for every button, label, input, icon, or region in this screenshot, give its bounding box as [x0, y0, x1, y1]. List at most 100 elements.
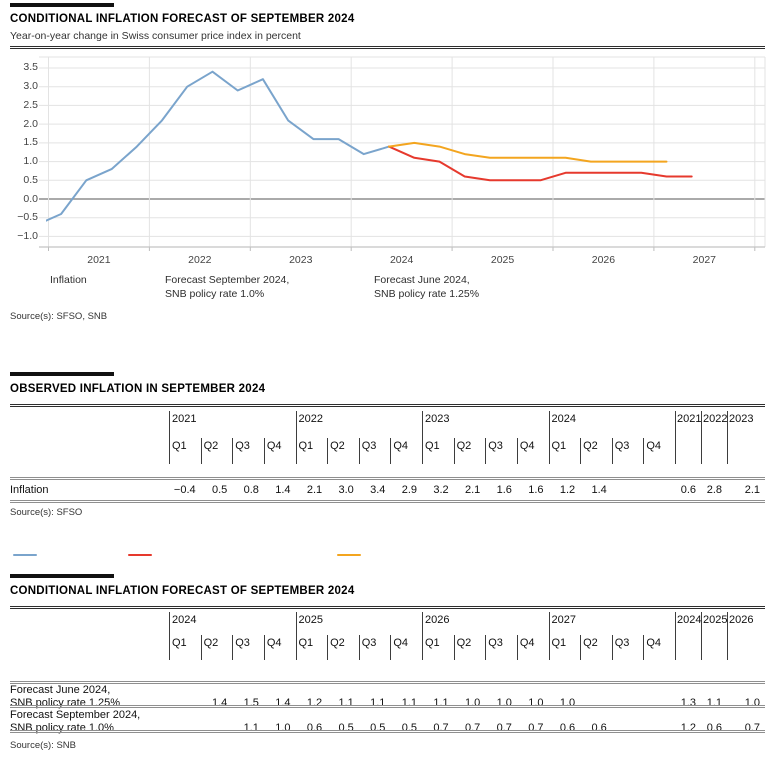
row-label-line2: SNB policy rate 1.0% — [10, 722, 114, 734]
quarter-header: Q4 — [266, 440, 282, 452]
year-header: 2023 — [425, 413, 450, 425]
quarter-header: Q3 — [361, 637, 377, 649]
year-header: 2024 — [172, 614, 197, 626]
y-axis-tick-label: 1.5 — [23, 136, 38, 149]
quarter-header: Q2 — [330, 637, 345, 649]
forecast-table-source: Source(s): SNB — [10, 740, 76, 751]
quarter-header: Q2 — [330, 440, 345, 452]
page-title: CONDITIONAL INFLATION FORECAST OF SEPTEM… — [10, 13, 355, 25]
annual-value-cell: 0.6 — [680, 484, 696, 496]
inflation-line-swatch — [13, 553, 37, 556]
quarter-divider — [643, 438, 645, 464]
quarter-value-cell: 0.8 — [243, 484, 259, 496]
quarter-header: Q2 — [203, 637, 219, 649]
year-divider — [295, 612, 297, 660]
quarter-divider — [516, 438, 518, 464]
legend-label: Forecast September 2024, — [165, 274, 290, 286]
quarter-header: Q4 — [393, 440, 409, 452]
annual-value-cell: 2.8 — [706, 484, 722, 496]
quarter-value-cell: 1.1 — [370, 697, 386, 709]
y-axis-tick-label: 3.0 — [23, 80, 38, 93]
forecast-june-line — [388, 141, 668, 163]
quarter-header: Q1 — [425, 440, 440, 452]
annual-year-header: 2025 — [703, 614, 728, 626]
year-divider — [169, 612, 170, 660]
annual-value-cell: 1.0 — [744, 697, 760, 709]
section-marker-bar — [10, 574, 114, 578]
quarter-divider — [232, 635, 234, 660]
x-axis-tick-label: 2021 — [87, 254, 111, 266]
quarter-divider — [611, 635, 613, 660]
quarter-divider — [263, 438, 265, 464]
table-top-rule — [10, 606, 765, 609]
year-header: 2021 — [172, 413, 197, 425]
forecast-table-heading: CONDITIONAL INFLATION FORECAST OF SEPTEM… — [10, 585, 355, 597]
annual-year-header: 2023 — [729, 413, 754, 425]
quarter-header: Q1 — [551, 440, 567, 452]
year-divider — [548, 411, 550, 464]
quarter-header: Q4 — [519, 637, 535, 649]
annual-value-cell: 1.3 — [680, 697, 696, 709]
year-header: 2024 — [551, 413, 576, 425]
quarter-divider — [327, 438, 329, 464]
quarter-value-cell: 0.7 — [528, 722, 544, 734]
quarter-value-cell: −0.4 — [173, 484, 196, 496]
quarter-divider — [200, 438, 202, 464]
section-marker-bar — [10, 372, 114, 376]
y-axis-tick-label: −0.5 — [17, 211, 38, 224]
year-divider — [422, 411, 423, 464]
quarter-divider — [200, 635, 202, 660]
quarter-header: Q4 — [519, 440, 535, 452]
row-separator — [10, 705, 765, 708]
forecast-june-line-swatch — [337, 553, 361, 556]
year-header: 2025 — [298, 614, 323, 626]
annual-value-cell: 2.1 — [744, 484, 760, 496]
quarter-value-cell: 0.6 — [591, 722, 607, 734]
table-bottom-rule — [10, 730, 765, 733]
row-label: Forecast September 2024, — [10, 709, 141, 721]
quarter-value-cell: 1.4 — [211, 697, 228, 709]
quarter-divider — [390, 635, 392, 660]
row-label: Forecast June 2024, — [10, 684, 111, 696]
quarter-value-cell: 2.9 — [401, 484, 417, 496]
quarter-header: Q2 — [456, 637, 472, 649]
annual-year-divider — [675, 411, 676, 464]
legend-label: SNB policy rate 1.0% — [165, 287, 265, 300]
y-axis-tick-label: 2.5 — [23, 98, 38, 111]
quarter-header: Q1 — [172, 440, 187, 452]
quarter-header: Q3 — [235, 440, 250, 452]
y-axis-tick-label: −1.0 — [17, 229, 38, 242]
quarter-divider — [453, 635, 455, 660]
quarter-header: Q3 — [361, 440, 377, 452]
header-body-separator — [10, 681, 765, 684]
chart-series — [46, 70, 693, 222]
quarter-value-cell: 1.4 — [275, 484, 291, 496]
quarter-value-cell: 1.1 — [433, 697, 449, 709]
quarter-header: Q1 — [551, 637, 567, 649]
quarter-value-cell: 0.7 — [464, 722, 481, 734]
quarter-value-cell: 0.5 — [370, 722, 386, 734]
year-divider — [295, 411, 297, 464]
quarter-value-cell: 2.1 — [306, 484, 323, 496]
quarter-value-cell: 0.5 — [211, 484, 228, 496]
annual-value-cell: 0.6 — [706, 722, 722, 734]
quarter-header: Q1 — [172, 637, 187, 649]
quarter-header: Q3 — [614, 637, 630, 649]
quarter-value-cell: 2.1 — [464, 484, 481, 496]
quarter-value-cell: 0.7 — [496, 722, 512, 734]
quarter-header: Q1 — [425, 637, 440, 649]
quarter-value-cell: 3.2 — [433, 484, 449, 496]
quarter-value-cell: 0.5 — [401, 722, 417, 734]
quarter-divider — [232, 438, 234, 464]
quarter-value-cell: 1.0 — [464, 697, 481, 709]
year-divider — [422, 612, 423, 660]
quarter-divider — [611, 438, 613, 464]
quarter-header: Q3 — [488, 440, 503, 452]
y-axis-tick-label: 3.5 — [23, 61, 38, 74]
year-divider — [169, 411, 170, 464]
quarter-divider — [516, 635, 518, 660]
inflation-forecast-chart — [39, 56, 766, 251]
forecast-inflation-table: 2024 Q1 Q2 Q3 Q4 2025 Q1 Q2 Q3 Q4 2026 Q1 Q2 Q3 Q4 2027… — [10, 606, 765, 736]
quarter-value-cell: 3.0 — [338, 484, 354, 496]
